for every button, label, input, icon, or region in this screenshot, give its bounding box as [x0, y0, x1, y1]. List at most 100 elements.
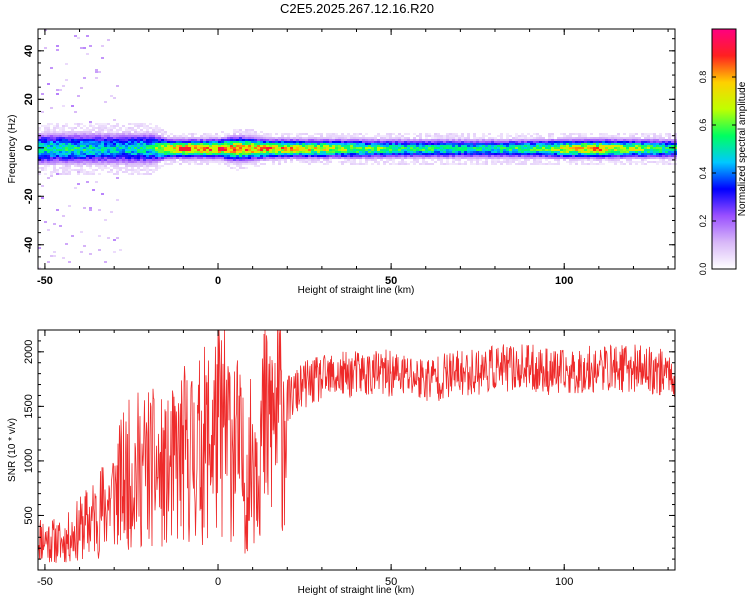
spectrogram-cell: [539, 151, 542, 153]
spectrogram-cell: [92, 171, 95, 173]
spectrogram-cell: [59, 161, 62, 163]
spectrogram-cell: [506, 137, 509, 139]
spectrogram-cell: [101, 123, 104, 125]
spectrogram-cell: [224, 151, 227, 153]
spectrogram-cell: [185, 137, 188, 139]
spectrogram-cell: [245, 143, 248, 145]
spectrogram-cell: [143, 155, 146, 157]
spectrogram-cell: [644, 151, 647, 153]
spectrogram-cell: [347, 151, 350, 153]
spectrogram-cell: [422, 149, 425, 151]
spectrogram-cell: [128, 141, 131, 143]
spectrogram-cell: [41, 153, 44, 155]
spectrogram-cell: [323, 151, 326, 153]
spectrogram-cell: [155, 145, 158, 147]
spectrogram-cell: [98, 129, 101, 131]
spectrogram-cell: [41, 151, 44, 153]
colorbar-tick-label: 0.6: [698, 119, 708, 132]
spectrogram-cell: [326, 141, 329, 143]
spectrogram-cell: [338, 155, 341, 157]
spectrogram-cell: [452, 157, 455, 159]
spectrogram-cell: [320, 135, 323, 137]
spectrogram-cell: [626, 137, 629, 139]
spectrogram-cell: [167, 159, 170, 161]
spectrogram-cell: [602, 135, 605, 137]
spectrogram-cell: [134, 163, 137, 165]
spectrogram-cell: [440, 159, 443, 161]
spectrogram-cell: [398, 145, 401, 147]
spectrogram-cell: [557, 143, 560, 145]
spectrogram-cell: [167, 155, 170, 157]
spectrogram-cell: [143, 161, 146, 163]
spectrogram-cell: [452, 153, 455, 155]
spectrogram-cell: [524, 149, 527, 151]
colorbar-tick-label: 0.2: [698, 215, 708, 228]
spectrogram-cell: [89, 135, 92, 137]
spectrogram-cell: [659, 143, 662, 145]
spectrogram-cell: [275, 159, 278, 161]
spectrogram-cell: [455, 163, 458, 165]
spectrogram-cell: [203, 141, 206, 143]
spectrogram-cell: [506, 163, 509, 165]
spectrogram-cell: [224, 147, 227, 149]
spectrogram-cell: [449, 135, 452, 137]
spectrogram-cell: [221, 143, 224, 145]
spectrogram-cell: [44, 151, 47, 153]
spectrogram-cell: [278, 149, 281, 151]
spectrogram-cell: [386, 161, 389, 163]
spectrogram-cell: [584, 145, 587, 147]
spectrogram-cell: [194, 153, 197, 155]
spectrogram-cell: [149, 161, 152, 163]
spectrogram-cell: [146, 157, 149, 159]
spectrogram-cell: [365, 141, 368, 143]
spectrogram-cell: [206, 139, 209, 141]
spectrogram-cell: [464, 161, 467, 163]
spectrogram-cell: [65, 131, 68, 133]
spectrogram-cell: [122, 137, 125, 139]
spectrogram-cell: [500, 163, 503, 165]
spectrogram-cell: [131, 141, 134, 143]
spectrogram-cell: [380, 139, 383, 141]
spectrogram-cell: [422, 143, 425, 145]
spectrogram-cell: [404, 137, 407, 139]
spectrogram-cell: [191, 139, 194, 141]
spectrogram-cell: [617, 147, 620, 149]
spectrogram-cell: [251, 143, 254, 145]
spectrogram-cell: [602, 151, 605, 153]
spectrogram-cell: [254, 153, 257, 155]
spectrogram-cell: [614, 163, 617, 165]
spectrogram-cell: [509, 139, 512, 141]
spectrogram-cell: [428, 139, 431, 141]
spectrogram-cell: [560, 157, 563, 159]
spectrogram-cell: [311, 157, 314, 159]
spectrogram-cell: [422, 159, 425, 161]
spectrogram-cell: [551, 133, 554, 135]
spectrogram-cell: [611, 145, 614, 147]
spectrogram-cell: [242, 143, 245, 145]
spectrogram-cell: [668, 159, 671, 161]
spectrogram-cell: [287, 137, 290, 139]
spectrogram-cell: [98, 173, 101, 175]
snr-series-line: [38, 330, 675, 563]
spectrogram-cell: [431, 137, 434, 139]
spectrogram-cell: [212, 139, 215, 141]
spectrogram-cell: [101, 163, 104, 165]
spectrogram-cell: [278, 137, 281, 139]
spectrogram-cell: [179, 155, 182, 157]
spectrogram-cell: [125, 159, 128, 161]
spectrogram-cell: [650, 145, 653, 147]
spectrogram-cell: [122, 131, 125, 133]
spectrogram-cell: [80, 131, 83, 133]
spectrogram-cell: [542, 139, 545, 141]
spectrogram-cell: [314, 143, 317, 145]
spectrogram-cell: [515, 143, 518, 145]
spectrogram-cell: [233, 143, 236, 145]
spectrogram-cell: [644, 149, 647, 151]
spectrogram-cell: [218, 163, 221, 165]
spectrogram-cell: [281, 155, 284, 157]
spectrogram-cell: [596, 137, 599, 139]
spectrogram-cell: [548, 139, 551, 141]
spectrogram-cell: [560, 145, 563, 147]
spectrogram-cell: [68, 153, 71, 155]
spectrogram-cell: [89, 129, 92, 131]
